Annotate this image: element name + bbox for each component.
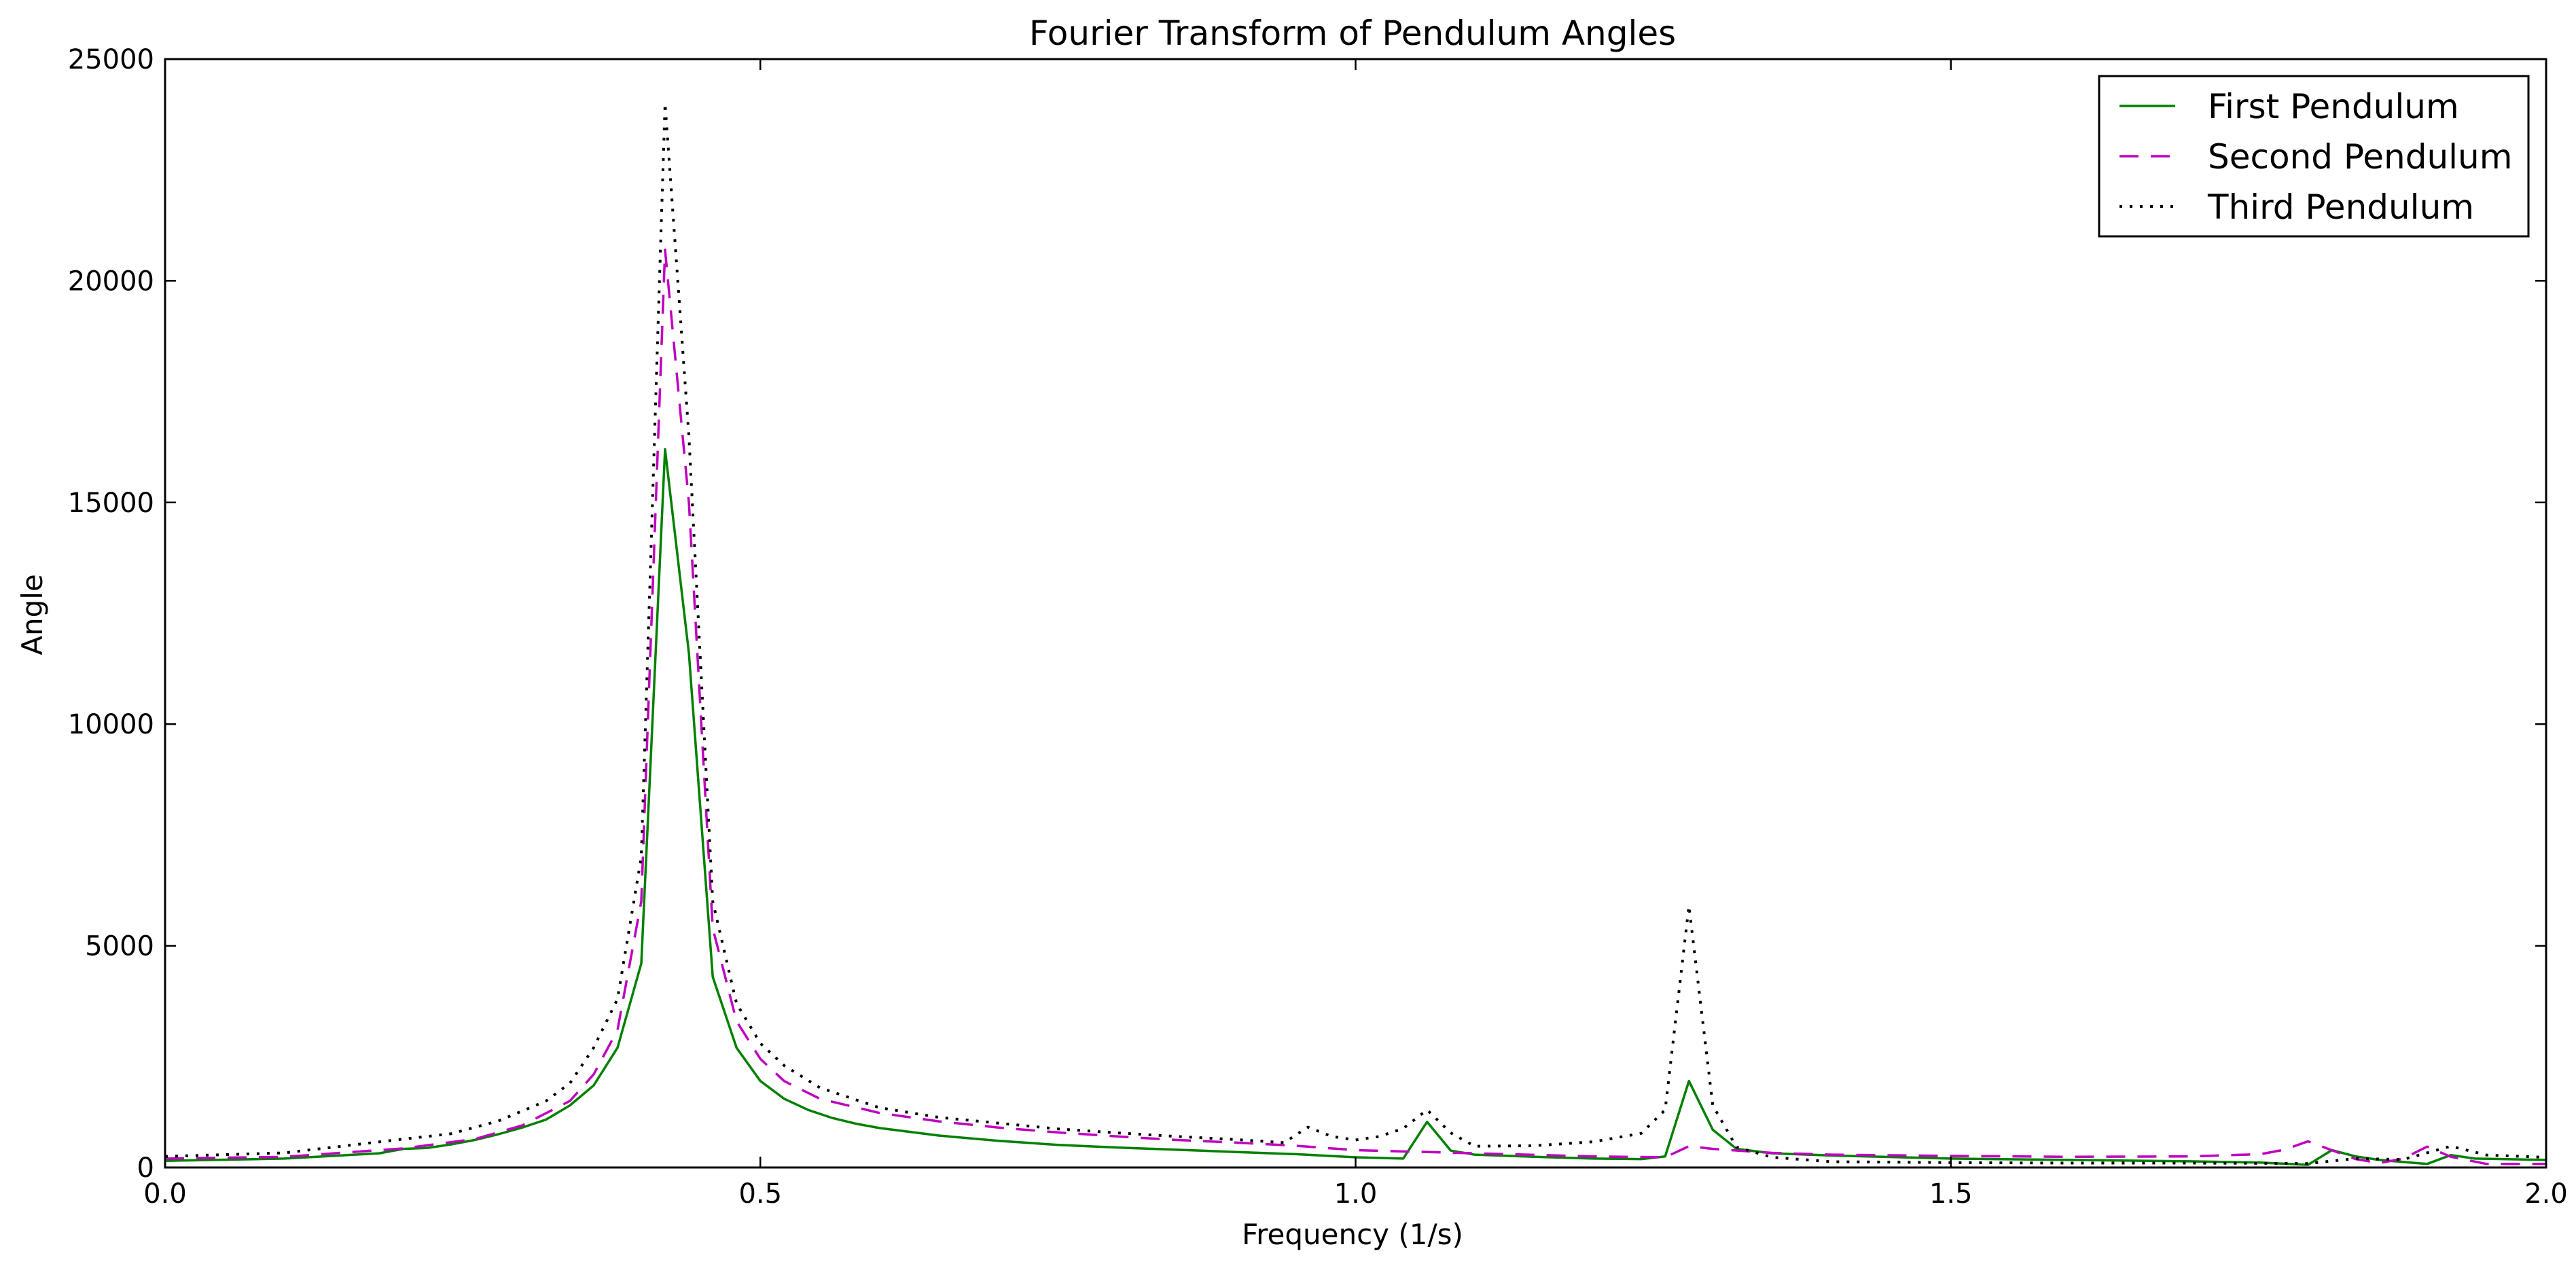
x-tick-label: 0.5	[738, 1178, 782, 1210]
x-tick-label: 0.0	[143, 1178, 187, 1210]
series-line-3	[164, 102, 2547, 1165]
series-line-2	[164, 248, 2546, 1165]
x-tick-label: 1.5	[1929, 1178, 1973, 1210]
legend-label-3: Third Pendulum	[2207, 187, 2474, 227]
series-line-1	[164, 448, 2547, 1166]
y-axis-label: Angle	[16, 574, 49, 655]
y-tick-label: 25000	[68, 44, 154, 75]
x-tick-label: 1.0	[1334, 1178, 1378, 1210]
y-tick-label: 0	[137, 1153, 154, 1184]
chart-title: Fourier Transform of Pendulum Angles	[1029, 14, 1676, 53]
y-tick-label: 20000	[68, 266, 154, 297]
legend: First Pendulum Second Pendulum Third Pendu…	[2098, 75, 2530, 238]
legend-box	[2098, 75, 2530, 238]
series-layer	[164, 102, 2547, 1166]
ticks-layer: 0.0 0.5 1.0 1.5 2.0 0 5000 10000 15000 20000 25000	[68, 44, 2568, 1210]
x-axis-label: Frequency (1/s)	[1242, 1218, 1463, 1251]
y-tick-label: 10000	[68, 709, 154, 740]
x-tick-label: 2.0	[2524, 1178, 2568, 1210]
legend-label-1: First Pendulum	[2208, 87, 2459, 126]
y-tick-label: 15000	[68, 488, 154, 519]
legend-label-2: Second Pendulum	[2208, 137, 2512, 177]
y-tick-label: 5000	[85, 931, 154, 962]
